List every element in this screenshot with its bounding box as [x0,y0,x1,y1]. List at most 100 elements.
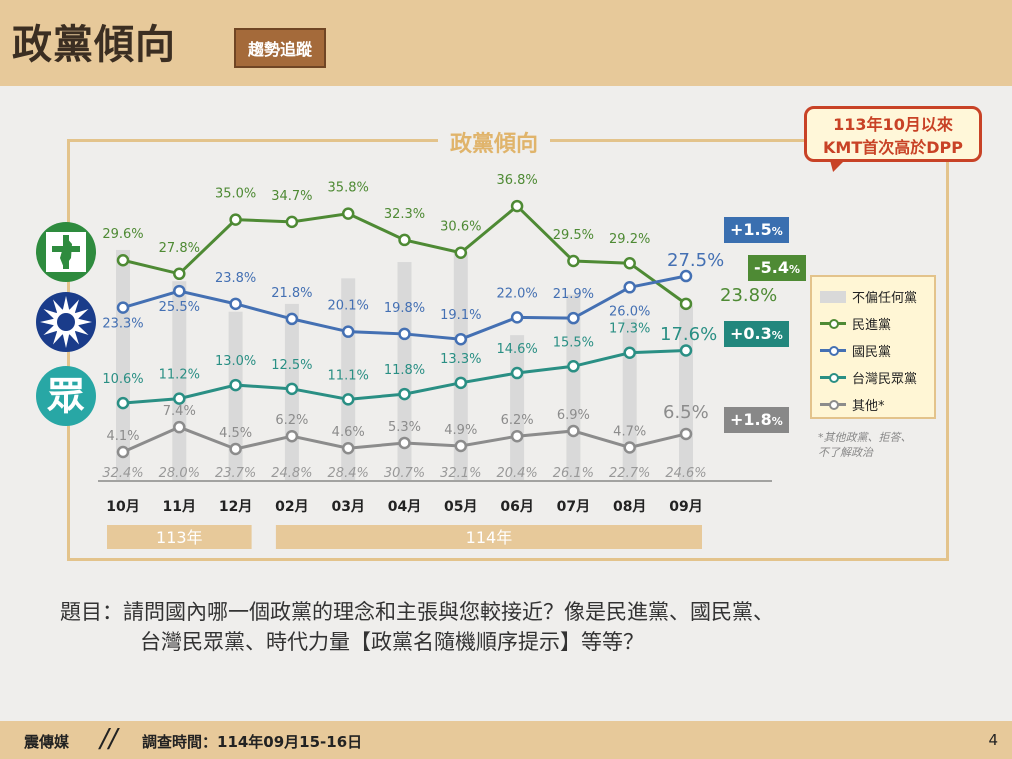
series-data-label: 26.0% [609,304,650,319]
series-data-label: 12.5% [271,358,312,373]
series-point [173,420,186,434]
callout-line2: KMT首次高於DPP [823,138,963,157]
neutral-bar [397,262,412,480]
series-point [398,436,411,450]
series-data-label: 29.6% [102,227,143,242]
series-point [173,284,186,298]
other-change-badge: +1.8% [724,407,789,433]
series-data-label: 6.2% [501,413,534,428]
series-point [341,207,355,220]
series-point [285,429,299,443]
tpp-change-unit: % [771,329,783,342]
legend-item-kmt: 國民黨 [820,337,926,364]
neutral-bar-label: 32.1% [440,466,481,481]
series-data-label: 35.0% [215,187,256,202]
series-data-label: 15.5% [553,335,594,350]
footer-brand: 震傳媒 [24,733,70,751]
x-tick-label: 03月 [331,499,364,515]
kmt-sun-ray [77,318,92,326]
legend-marker-dpp [829,319,839,329]
kmt-sun-ray [43,324,58,335]
series-data-label: 10.6% [102,372,143,387]
kmt-sun-ray [74,324,89,335]
kmt-change-unit: % [771,225,783,238]
kmt-sun-icon [40,296,92,348]
year-group-bar [275,525,702,549]
series-data-label: 29.2% [609,232,650,247]
series-point [341,393,355,406]
neutral-bar-label: 20.4% [496,466,537,481]
dpp-logo [36,222,96,282]
footer-bar: 震傳媒 // 調查時間：114年09月15-16日 4 [0,721,1012,759]
series-data-label: 5.3% [388,420,421,435]
chart-legend: 不偏任何黨 民進黨 國民黨 台灣民眾黨 其他* [810,275,936,419]
x-tick-label: 02月 [275,499,308,515]
series-data-label: 20.1% [328,299,369,314]
series-point [623,256,636,270]
legend-marker-kmt [829,346,839,356]
series-point [229,297,242,311]
series-data-label: 34.7% [271,189,312,204]
series-point [679,344,693,357]
kmt-change-badge: +1.5% [724,217,789,243]
series-point [285,312,299,326]
kmt-sun-ray [74,309,89,320]
callout-box: 113年10月以來 KMT首次高於DPP [804,106,982,162]
series-point [454,376,468,390]
series-data-label: 11.2% [159,368,200,383]
legend-note: *其他政黨、拒答、 不了解政治 [818,430,948,460]
chart-frame-title: 政黨傾向 [438,126,551,158]
tpp-change-value: +0.3 [730,324,772,343]
page-title: 政黨傾向 [12,22,176,68]
series-point [454,439,468,453]
series-data-label: 19.1% [440,308,481,323]
year-group-bar [107,525,252,549]
series-point [567,254,580,268]
kmt-sun-ray [53,299,64,314]
series-data-label: 27.5% [667,250,724,271]
kmt-sun-ray [68,299,79,314]
series-point [229,442,242,456]
kmt-sun-ray [68,330,79,345]
x-tick-label: 05月 [444,499,477,515]
series-data-label: 4.9% [444,423,477,438]
x-tick-label: 07月 [557,499,590,515]
neutral-bar-label: 22.7% [609,466,650,481]
series-data-label: 19.8% [384,301,425,316]
legend-swatch-kmt [820,346,846,356]
year-group-label: 114年 [466,528,513,547]
dpp-change-badge: -5.4% [748,255,807,281]
neutral-bar [228,311,243,480]
series-data-label: 6.5% [663,402,709,423]
x-tick-label: 06月 [500,499,533,515]
series-point [623,281,636,294]
series-data-label: 25.5% [159,300,200,315]
neutral-bar-label: 28.4% [328,466,369,481]
series-point [679,269,693,283]
question-line1: 題目：請問國內哪一個政黨的理念和主張與您較接近？像是民進黨、國民黨、 [60,600,774,624]
series-point [285,382,299,396]
series-data-label: 6.2% [275,413,308,428]
kmt-sun-ray [62,296,70,311]
neutral-bar [622,318,637,480]
series-data-label: 35.8% [328,181,369,196]
tpp-change-badge: +0.3% [724,321,789,347]
x-tick-label: 12月 [219,499,252,515]
neutral-bar-label: 24.8% [271,466,312,481]
series-point [679,297,693,311]
series-point [510,366,524,380]
series-point [567,360,580,373]
legend-item-other: 其他* [820,391,926,418]
x-tick-label: 10月 [106,499,139,515]
series-point [510,199,524,213]
legend-label-neutral: 不偏任何黨 [852,291,918,306]
series-point [454,332,468,346]
trend-tag: 趨勢追蹤 [234,28,327,68]
other-change-unit: % [771,415,783,428]
neutral-bar-label: 32.4% [102,466,143,481]
series-data-label: 4.7% [613,424,646,439]
legend-item-neutral: 不偏任何黨 [820,283,926,310]
series-point [341,441,355,455]
x-tick-label: 08月 [613,499,646,515]
